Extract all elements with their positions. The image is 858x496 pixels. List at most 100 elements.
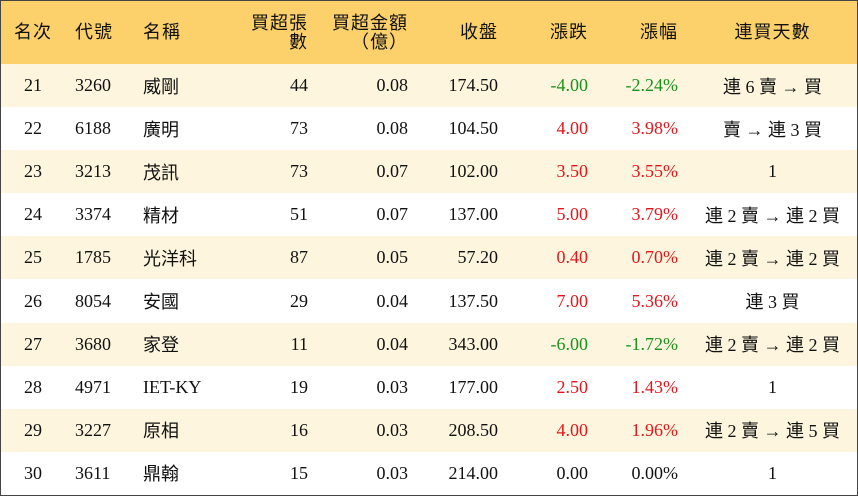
change-cell: 5.00 (556, 204, 589, 225)
net-buy-amount-cell: 0.03 (376, 376, 409, 397)
net-buy-amount-cell: 0.04 (318, 322, 418, 366)
name-cell: 茂訊 (133, 150, 223, 194)
rank-cell: 21 (1, 64, 65, 108)
change-pct-cell: 1.96% (598, 408, 688, 452)
rank-cell: 30 (24, 462, 42, 483)
code-cell: 4971 (75, 376, 111, 397)
rank-cell: 28 (24, 376, 42, 397)
streak-cell: 1 (768, 376, 777, 397)
net-buy-lots-cell: 19 (290, 376, 308, 397)
change-cell: 4.00 (508, 408, 598, 452)
table-body: 21 3260 威剛 44 0.08 174.50 -4.00 -2.24% 連 6 賣 → 買… (1, 64, 857, 495)
net-buy-lots-cell: 73 (290, 118, 308, 139)
net-buy-amount-cell: 0.04 (376, 290, 409, 311)
code-cell: 3227 (65, 408, 133, 452)
change-cell: -4.00 (508, 64, 598, 108)
change-cell: 3.50 (508, 150, 598, 194)
name-cell: 精材 (143, 205, 179, 226)
net-buy-amount-cell: 0.07 (318, 150, 418, 194)
name-cell: 光洋科 (133, 236, 223, 280)
header-close: 收盤 (418, 1, 508, 64)
close-cell: 343.00 (418, 322, 508, 366)
header-code: 代號 (65, 1, 133, 64)
name-cell: IET-KY (143, 376, 202, 397)
change-cell: 0.00 (556, 462, 589, 483)
close-cell: 102.00 (418, 150, 508, 194)
code-cell: 3213 (65, 150, 133, 194)
name-cell: 安國 (143, 292, 179, 313)
rank-cell: 26 (24, 290, 42, 311)
rank-cell: 23 (1, 150, 65, 194)
code-cell: 6188 (75, 118, 111, 139)
change-cell: 7.00 (556, 290, 589, 311)
close-cell: 57.20 (418, 236, 508, 280)
rank-cell: 22 (24, 118, 42, 139)
rank-cell: 29 (1, 408, 65, 452)
net-buy-lots-cell: 29 (290, 290, 308, 311)
header-net-buy-lots: 買超張數 (223, 1, 318, 64)
header-streak: 連買天數 (688, 1, 857, 64)
code-cell: 3374 (75, 204, 111, 225)
rank-cell: 24 (24, 204, 42, 225)
net-buy-lots-cell: 87 (223, 236, 318, 280)
streak-cell: 連 2 賣 → 連 2 買 (688, 322, 857, 366)
close-cell: 104.50 (448, 118, 499, 139)
net-buy-amount-cell: 0.03 (318, 408, 418, 452)
net-buy-lots-cell: 44 (223, 64, 318, 108)
net-buy-lots-cell: 11 (223, 322, 318, 366)
close-cell: 174.50 (418, 64, 508, 108)
change-pct-cell: 0.70% (598, 236, 688, 280)
table-row: 22 6188 廣明 73 0.08 104.50 4.00 3.98% 賣 → 連 3 買 (1, 107, 857, 150)
header-name: 名稱 (133, 1, 223, 64)
name-cell: 鼎翰 (143, 464, 179, 485)
net-buy-lots-cell: 16 (223, 408, 318, 452)
table-row: 23 3213 茂訊 73 0.07 102.00 3.50 3.55% 1 (1, 150, 857, 194)
code-cell: 3260 (65, 64, 133, 108)
streak-cell: 連 3 買 (745, 292, 800, 313)
code-cell: 1785 (65, 236, 133, 280)
close-cell: 137.00 (448, 204, 499, 225)
header-net-buy-amount: 買超金額 （億） (318, 1, 418, 64)
change-pct-cell: 1.43% (631, 376, 679, 397)
table-row: 28 4971 IET-KY 19 0.03 177.00 2.50 1.43% 1 (1, 366, 857, 409)
name-cell: 原相 (133, 408, 223, 452)
net-buy-amount-cell: 0.03 (376, 462, 409, 483)
change-pct-cell: 3.98% (631, 118, 679, 139)
streak-cell: 連 6 賣 → 買 (688, 64, 857, 108)
table-row: 25 1785 光洋科 87 0.05 57.20 0.40 0.70% 連 2 賣 → 連 2… (1, 236, 857, 280)
streak-cell: 1 (768, 462, 777, 483)
rank-cell: 27 (1, 322, 65, 366)
code-cell: 3611 (75, 462, 111, 483)
code-cell: 3680 (65, 322, 133, 366)
table-row: 30 3611 鼎翰 15 0.03 214.00 0.00 0.00% 1 (1, 452, 857, 495)
change-pct-cell: 3.79% (631, 204, 679, 225)
net-buy-amount-cell: 0.05 (318, 236, 418, 280)
streak-cell: 賣 → 連 3 買 (723, 119, 822, 140)
header-change-pct: 漲幅 (598, 1, 688, 64)
table-row: 27 3680 家登 11 0.04 343.00 -6.00 -1.72% 連 2 賣 → 連… (1, 322, 857, 366)
header-change: 漲跌 (508, 1, 598, 64)
streak-cell: 連 2 賣 → 連 5 買 (688, 408, 857, 452)
name-cell: 廣明 (143, 119, 179, 140)
name-cell: 威剛 (133, 64, 223, 108)
change-pct-cell: 3.55% (598, 150, 688, 194)
change-pct-cell: -1.72% (598, 322, 688, 366)
change-pct-cell: 5.36% (631, 290, 679, 311)
change-cell: 4.00 (556, 118, 589, 139)
net-buy-lots-cell: 73 (223, 150, 318, 194)
header-row: 名次 代號 名稱 買超張數 買超金額 （億） 收盤 漲跌 漲幅 連買天數 (1, 1, 857, 64)
close-cell: 214.00 (448, 462, 499, 483)
net-buy-amount-cell: 0.08 (318, 64, 418, 108)
header-rank: 名次 (1, 1, 65, 64)
table-row: 21 3260 威剛 44 0.08 174.50 -4.00 -2.24% 連 6 賣 → 買 (1, 64, 857, 108)
close-cell: 137.50 (448, 290, 499, 311)
streak-cell: 連 2 賣 → 連 2 買 (705, 205, 840, 226)
change-cell: 0.40 (508, 236, 598, 280)
close-cell: 177.00 (448, 376, 499, 397)
table-row: 24 3374 精材 51 0.07 137.00 5.00 3.79% 連 2 賣 → 連 2… (1, 193, 857, 236)
table-row: 29 3227 原相 16 0.03 208.50 4.00 1.96% 連 2 賣 → 連 5… (1, 408, 857, 452)
rank-cell: 25 (1, 236, 65, 280)
code-cell: 8054 (75, 290, 111, 311)
change-cell: 2.50 (556, 376, 589, 397)
